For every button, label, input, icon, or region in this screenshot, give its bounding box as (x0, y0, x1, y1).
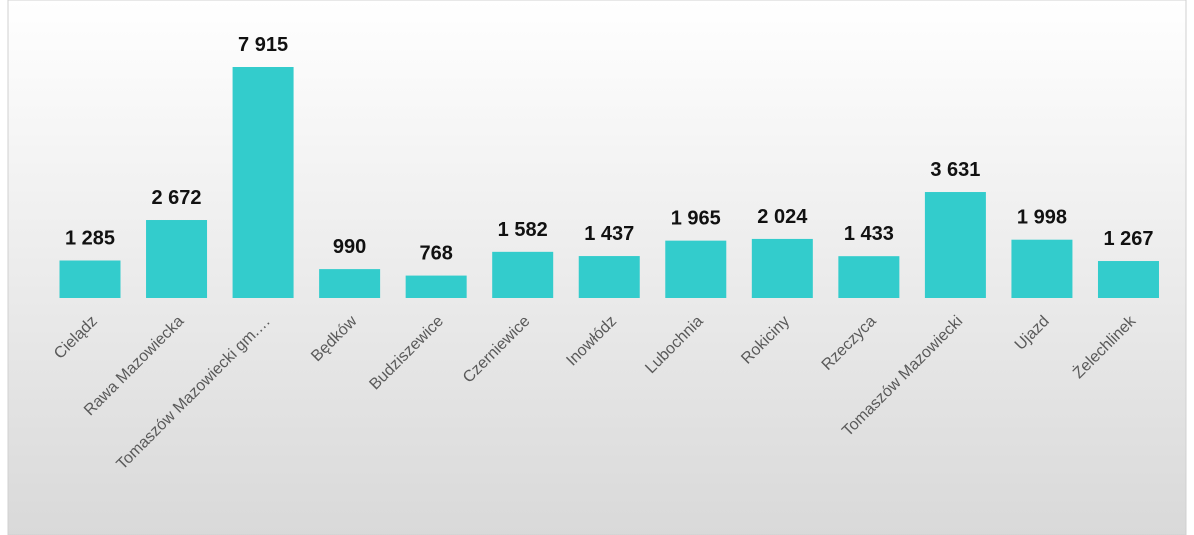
bar (1011, 239, 1073, 298)
value-label: 2 672 (152, 187, 202, 209)
bar (232, 67, 294, 298)
value-label: 768 (419, 243, 452, 265)
value-label: 1 267 (1103, 228, 1153, 250)
value-label: 1 437 (584, 223, 634, 245)
value-label: 1 582 (498, 219, 548, 241)
value-label: 2 024 (757, 206, 808, 228)
bar (59, 260, 121, 298)
value-label: 7 915 (238, 34, 288, 56)
value-label: 990 (333, 236, 366, 258)
bar (751, 238, 813, 298)
value-label: 3 631 (930, 159, 980, 181)
bar (405, 275, 467, 298)
value-label: 1 285 (65, 227, 115, 249)
value-label: 1 433 (844, 223, 894, 245)
bar (924, 192, 986, 298)
bar (838, 256, 900, 298)
value-label: 1 998 (1017, 207, 1067, 229)
bar (665, 240, 727, 298)
bar (146, 220, 208, 298)
bar (578, 256, 640, 298)
bar (319, 269, 381, 298)
bar (1097, 261, 1159, 298)
bar (492, 251, 554, 298)
value-label: 1 965 (671, 208, 721, 230)
